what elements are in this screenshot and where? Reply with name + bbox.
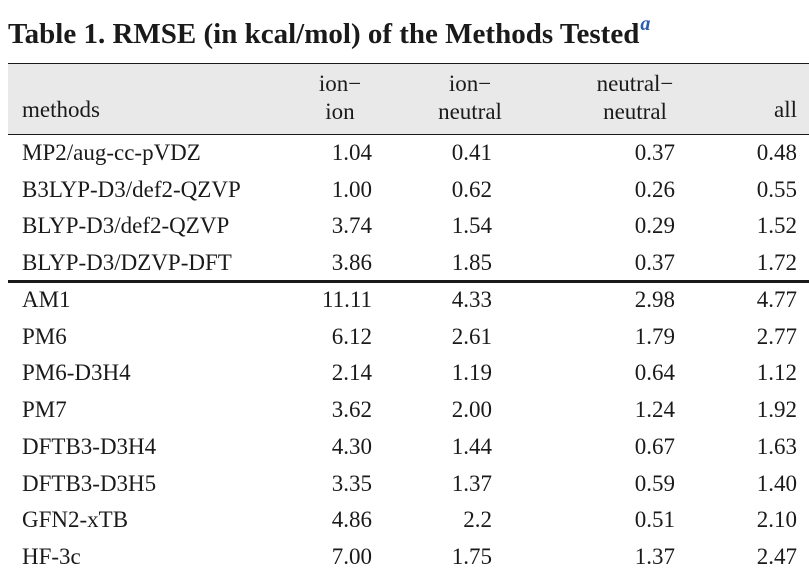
ion-ion-cell: 4.86 <box>331 507 372 533</box>
all-cell: 2.47 <box>756 543 797 569</box>
neutral-neutral-cell: 1.37 <box>634 543 675 569</box>
neutral-neutral-cell: 0.64 <box>634 360 675 386</box>
neutral-neutral-cell: 0.37 <box>634 140 675 165</box>
method-cell: MP2/aug-cc-pVDZ <box>22 140 201 165</box>
header-all: all <box>774 97 797 122</box>
neutral-neutral-cell: 0.59 <box>634 470 675 496</box>
method-cell: DFTB3-D3H5 <box>22 470 157 496</box>
all-cell: 1.52 <box>756 213 797 239</box>
header-ion-neutral-line1: ion− <box>448 71 492 96</box>
neutral-neutral-cell: 1.24 <box>634 397 675 423</box>
ion-neutral-cell: 1.19 <box>451 360 492 386</box>
ion-ion-cell: 3.62 <box>331 397 372 423</box>
caption-text: Table 1. RMSE (in kcal/mol) of the Metho… <box>8 18 640 50</box>
method-cell: PM6-D3H4 <box>22 360 131 386</box>
header-band <box>8 64 809 134</box>
all-cell: 0.48 <box>756 140 797 165</box>
ion-ion-cell: 1.00 <box>331 176 372 202</box>
method-cell: AM1 <box>22 287 71 312</box>
header-neutral-neutral: neutral− neutral <box>570 70 700 126</box>
ion-neutral-cell: 0.62 <box>451 176 492 202</box>
neutral-neutral-cell: 0.26 <box>634 176 675 202</box>
ion-neutral-cell: 1.54 <box>451 213 492 239</box>
ion-ion-cell: 6.12 <box>331 323 372 349</box>
table-caption: Table 1. RMSE (in kcal/mol) of the Metho… <box>8 6 650 52</box>
ion-neutral-cell: 2.61 <box>451 323 492 349</box>
ion-neutral-cell: 1.85 <box>451 250 492 276</box>
method-cell: PM7 <box>22 397 67 423</box>
all-cell: 1.63 <box>756 433 797 459</box>
ion-ion-cell: 7.00 <box>331 543 372 569</box>
all-cell: 2.77 <box>756 323 797 349</box>
all-cell: 1.92 <box>756 397 797 423</box>
header-ion-ion-line2: ion <box>325 99 355 124</box>
ion-neutral-cell: 1.75 <box>451 543 492 569</box>
header-neutral-neutral-line1: neutral− <box>596 71 674 96</box>
ion-neutral-cell: 1.37 <box>451 470 492 496</box>
method-cell: DFTB3-D3H4 <box>22 433 157 459</box>
method-cell: GFN2-xTB <box>22 507 129 533</box>
all-cell: 0.55 <box>756 176 797 202</box>
header-methods: methods <box>22 97 100 122</box>
ion-ion-cell: 3.35 <box>331 470 372 496</box>
header-ion-neutral-line2: neutral <box>438 99 502 124</box>
neutral-neutral-cell: 0.37 <box>634 250 675 276</box>
neutral-neutral-cell: 2.98 <box>634 287 675 312</box>
ion-ion-cell: 2.14 <box>331 360 372 386</box>
all-cell: 1.12 <box>756 360 797 386</box>
neutral-neutral-cell: 1.79 <box>634 323 675 349</box>
method-cell: HF-3c <box>22 543 81 569</box>
ion-neutral-cell: 1.44 <box>451 433 492 459</box>
footnote-marker-link[interactable]: a <box>640 13 651 35</box>
ion-ion-cell: 3.74 <box>331 213 372 239</box>
all-cell: 1.72 <box>756 250 797 276</box>
all-cell: 2.10 <box>756 507 797 533</box>
method-cell: BLYP-D3/def2-QZVP <box>22 213 230 239</box>
ion-ion-cell: 3.86 <box>331 250 372 276</box>
top-rule <box>8 63 809 64</box>
ion-neutral-cell: 2.2 <box>463 507 492 533</box>
header-ion-ion: ion− ion <box>300 70 380 126</box>
group-separator-rule <box>8 280 809 283</box>
ion-ion-cell: 1.04 <box>331 140 372 165</box>
header-ion-neutral: ion− neutral <box>420 70 520 126</box>
method-cell: B3LYP-D3/def2-QZVP <box>22 176 241 202</box>
header-neutral-neutral-line2: neutral <box>603 99 667 124</box>
method-cell: BLYP-D3/DZVP-DFT <box>22 250 232 276</box>
ion-neutral-cell: 2.00 <box>451 397 492 423</box>
method-cell: PM6 <box>22 323 67 349</box>
ion-ion-cell: 11.11 <box>321 287 372 312</box>
header-rule <box>8 134 809 135</box>
ion-neutral-cell: 0.41 <box>451 140 492 165</box>
all-cell: 1.40 <box>756 470 797 496</box>
header-ion-ion-line1: ion− <box>318 71 362 96</box>
ion-neutral-cell: 4.33 <box>451 287 492 312</box>
neutral-neutral-cell: 0.67 <box>634 433 675 459</box>
neutral-neutral-cell: 0.51 <box>634 507 675 533</box>
ion-ion-cell: 4.30 <box>331 433 372 459</box>
all-cell: 4.77 <box>756 287 797 312</box>
neutral-neutral-cell: 0.29 <box>634 213 675 239</box>
